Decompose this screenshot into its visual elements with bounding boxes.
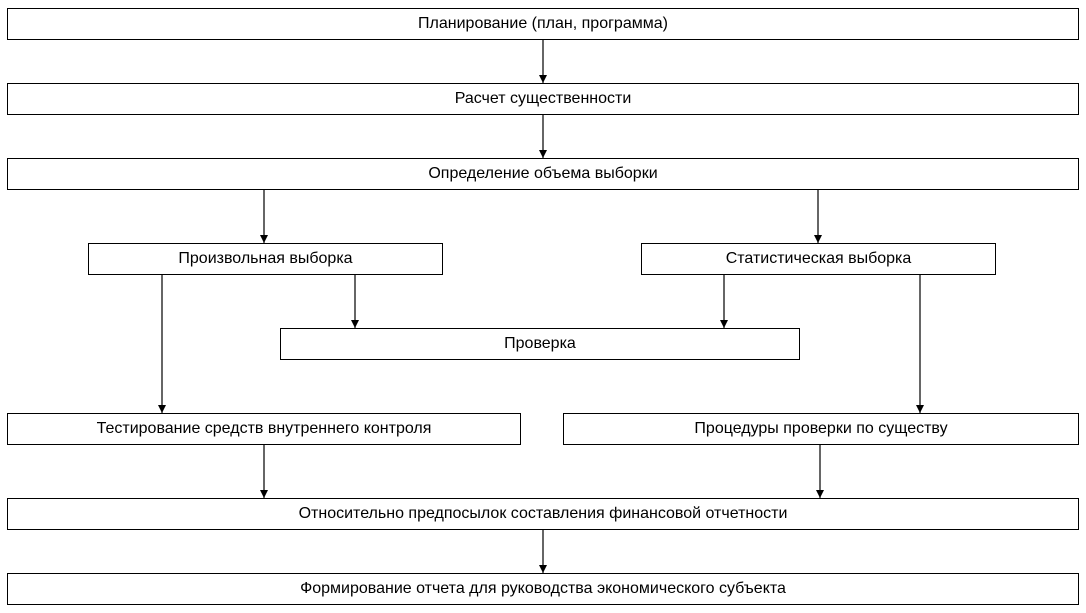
flow-node-label: Определение объема выборки <box>428 165 657 183</box>
flowchart-canvas: Планирование (план, программа) Расчет сущ… <box>0 0 1086 613</box>
flow-node-label: Относительно предпосылок составления фин… <box>299 505 788 523</box>
flow-node-n9: Относительно предпосылок составления фин… <box>7 498 1079 530</box>
flow-node-label: Проверка <box>504 335 576 353</box>
flow-node-label: Планирование (план, программа) <box>418 15 668 33</box>
flow-node-label: Формирование отчета для руководства экон… <box>300 580 786 598</box>
flow-node-n1: Планирование (план, программа) <box>7 8 1079 40</box>
flow-node-n8: Процедуры проверки по существу <box>563 413 1079 445</box>
flow-node-n4: Произвольная выборка <box>88 243 443 275</box>
flow-node-label: Произвольная выборка <box>178 250 352 268</box>
flow-node-n2: Расчет существенности <box>7 83 1079 115</box>
flow-node-label: Расчет существенности <box>455 90 632 108</box>
flow-node-n7: Тестирование средств внутреннего контрол… <box>7 413 521 445</box>
flow-node-n5: Статистическая выборка <box>641 243 996 275</box>
flow-node-n10: Формирование отчета для руководства экон… <box>7 573 1079 605</box>
flow-node-n6: Проверка <box>280 328 800 360</box>
flow-node-label: Тестирование средств внутреннего контрол… <box>97 420 432 438</box>
flow-node-label: Статистическая выборка <box>726 250 912 268</box>
flow-node-n3: Определение объема выборки <box>7 158 1079 190</box>
flow-node-label: Процедуры проверки по существу <box>694 420 947 438</box>
